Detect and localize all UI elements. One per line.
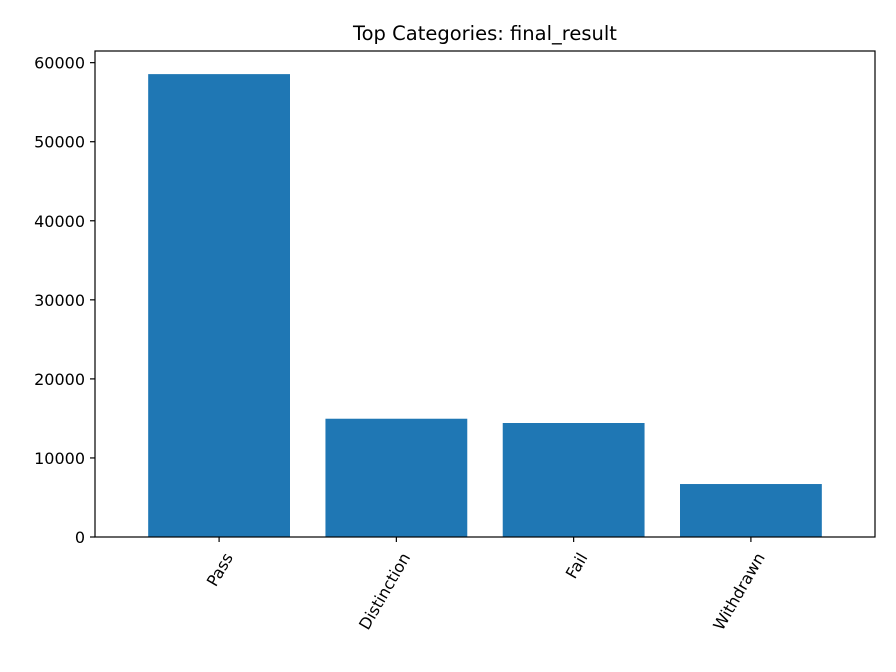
axes-frame — [94, 50, 876, 538]
y-tick-label: 0 — [75, 528, 85, 547]
axes-layer — [94, 50, 876, 538]
bar-pass — [148, 74, 290, 538]
y-tick-label: 50000 — [34, 133, 85, 152]
y-tick-label: 60000 — [34, 54, 85, 73]
bar-fail — [502, 423, 645, 537]
y-axis-ticks: 0 10000 20000 30000 40000 50000 60000 — [34, 54, 95, 547]
chart-title: Top Categories: final_result — [352, 22, 617, 45]
y-tick-label: 40000 — [34, 212, 85, 231]
y-tick-label: 20000 — [34, 370, 85, 389]
y-tick-label: 10000 — [34, 449, 85, 468]
bar-distinction — [325, 418, 468, 537]
bar-withdrawn — [680, 484, 822, 537]
bars-layer — [148, 74, 822, 538]
y-tick-label: 30000 — [34, 291, 85, 310]
